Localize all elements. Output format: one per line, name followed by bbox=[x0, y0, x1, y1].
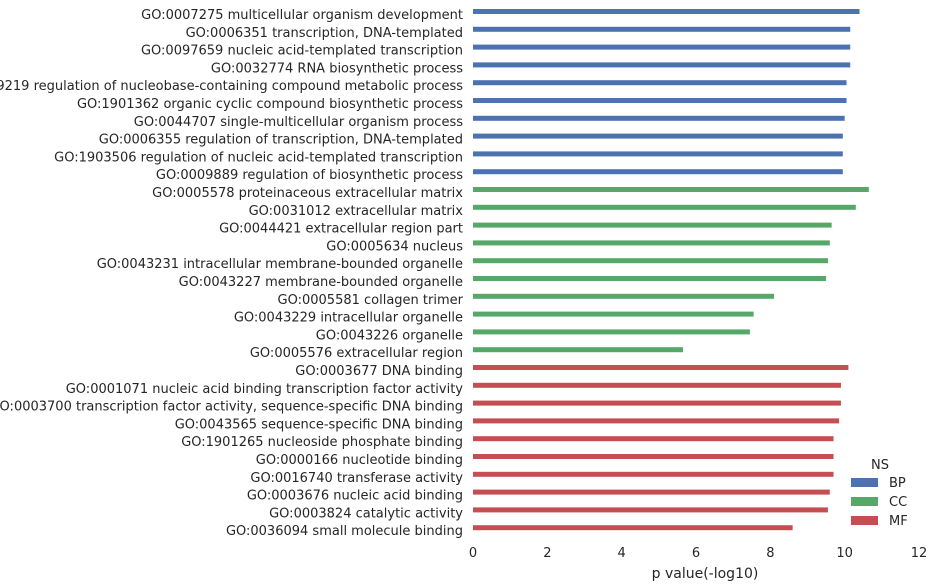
category-label: GO:0003677 DNA binding bbox=[295, 364, 463, 379]
category-label: GO:0044707 single-multicellular organism… bbox=[134, 115, 463, 130]
category-label: GO:0043231 intracellular membrane-bounde… bbox=[97, 257, 463, 272]
category-label: GO:0043227 membrane-bounded organelle bbox=[179, 275, 463, 290]
legend-title: NS bbox=[871, 458, 889, 473]
bar-mf-6 bbox=[473, 471, 834, 477]
legend-label-bp: BP bbox=[889, 476, 906, 491]
x-tick-label: 2 bbox=[543, 546, 551, 561]
category-label: GO:0001071 nucleic acid binding transcri… bbox=[66, 382, 464, 397]
bar-bp-3 bbox=[473, 62, 851, 68]
bar-mf-0 bbox=[473, 365, 849, 370]
bar-mf-1 bbox=[473, 382, 841, 388]
bar-bp-9 bbox=[473, 169, 843, 175]
bar-mf-4 bbox=[473, 436, 834, 442]
bar-bp-7 bbox=[473, 133, 843, 139]
legend-label-cc: CC bbox=[889, 495, 907, 510]
category-label: GO:1903506 regulation of nucleic acid-te… bbox=[54, 150, 463, 165]
legend-swatch-bp bbox=[851, 478, 878, 487]
legend-label-mf: MF bbox=[889, 514, 908, 529]
x-tick-label: 0 bbox=[469, 546, 477, 561]
category-label: GO:0044421 extracellular region part bbox=[219, 222, 463, 237]
bar-mf-8 bbox=[473, 507, 828, 513]
category-label: GO:0000166 nucleotide binding bbox=[256, 453, 463, 468]
x-axis-label: p value(-log10) bbox=[652, 566, 759, 582]
category-label: GO:0031012 extracellular matrix bbox=[249, 204, 464, 219]
x-tick-label: 4 bbox=[618, 546, 626, 561]
bar-cc-3 bbox=[473, 240, 830, 246]
category-label: GO:0005576 extracellular region bbox=[250, 346, 463, 361]
category-label: GO:0043226 organelle bbox=[316, 328, 463, 343]
bar-bp-0 bbox=[473, 9, 860, 14]
category-label: GO:0005581 collagen trimer bbox=[278, 293, 464, 308]
bar-bp-1 bbox=[473, 26, 851, 32]
category-label: GO:0005634 nucleus bbox=[326, 239, 463, 254]
legend-swatch-cc bbox=[851, 497, 878, 506]
bar-bp-8 bbox=[473, 151, 843, 157]
category-label: GO:0019219 regulation of nucleobase-cont… bbox=[0, 79, 463, 94]
bar-cc-1 bbox=[473, 204, 856, 210]
category-label: GO:0043565 sequence-specific DNA binding bbox=[175, 417, 463, 432]
bar-bp-6 bbox=[473, 115, 845, 121]
bar-cc-2 bbox=[473, 222, 832, 228]
category-label: GO:0032774 RNA biosynthetic process bbox=[211, 61, 463, 76]
x-axis-ticks: 0 2 4 6 8 10 12 bbox=[469, 546, 927, 561]
category-labels: GO:0007275 multicellular organism develo… bbox=[0, 8, 464, 539]
category-label: GO:0005578 proteinaceous extracellular m… bbox=[152, 186, 463, 201]
category-label: GO:0016740 transferase activity bbox=[250, 471, 463, 486]
category-label: GO:0097659 nucleic acid-templated transc… bbox=[141, 44, 463, 59]
bar-mf-7 bbox=[473, 489, 830, 495]
legend: NS BP CC MF bbox=[851, 458, 908, 529]
x-tick-label: 10 bbox=[836, 546, 853, 561]
bar-cc-7 bbox=[473, 311, 754, 317]
category-label: GO:0009889 regulation of biosynthetic pr… bbox=[156, 168, 463, 183]
bar-cc-6 bbox=[473, 293, 775, 299]
bar-cc-5 bbox=[473, 276, 827, 281]
x-tick-label: 6 bbox=[692, 546, 700, 561]
bars-group bbox=[473, 9, 869, 531]
category-label: GO:0003700 transcription factor activity… bbox=[0, 400, 463, 415]
category-label: GO:0043229 intracellular organelle bbox=[234, 311, 463, 326]
bar-mf-9 bbox=[473, 525, 793, 531]
x-tick-label: 12 bbox=[911, 546, 928, 561]
bar-cc-9 bbox=[473, 347, 683, 353]
bar-cc-8 bbox=[473, 329, 750, 335]
category-label: GO:0003676 nucleic acid binding bbox=[247, 489, 463, 504]
category-label: GO:0007275 multicellular organism develo… bbox=[141, 8, 463, 23]
bar-mf-5 bbox=[473, 454, 834, 459]
bar-bp-5 bbox=[473, 98, 847, 103]
legend-swatch-mf bbox=[851, 516, 878, 525]
bar-cc-0 bbox=[473, 187, 869, 192]
category-label: GO:0006355 regulation of transcription, … bbox=[99, 133, 463, 148]
category-label: GO:0003824 catalytic activity bbox=[269, 506, 463, 521]
bar-cc-4 bbox=[473, 258, 828, 264]
category-label: GO:0006351 transcription, DNA-templated bbox=[186, 26, 463, 41]
bar-mf-2 bbox=[473, 400, 841, 406]
x-tick-label: 8 bbox=[766, 546, 774, 561]
bar-bp-4 bbox=[473, 80, 847, 86]
bar-mf-3 bbox=[473, 418, 840, 424]
category-label: GO:1901362 organic cyclic compound biosy… bbox=[77, 97, 463, 112]
category-label: GO:0036094 small molecule binding bbox=[226, 524, 463, 539]
bar-bp-2 bbox=[473, 44, 851, 50]
category-label: GO:1901265 nucleoside phosphate binding bbox=[181, 435, 463, 450]
